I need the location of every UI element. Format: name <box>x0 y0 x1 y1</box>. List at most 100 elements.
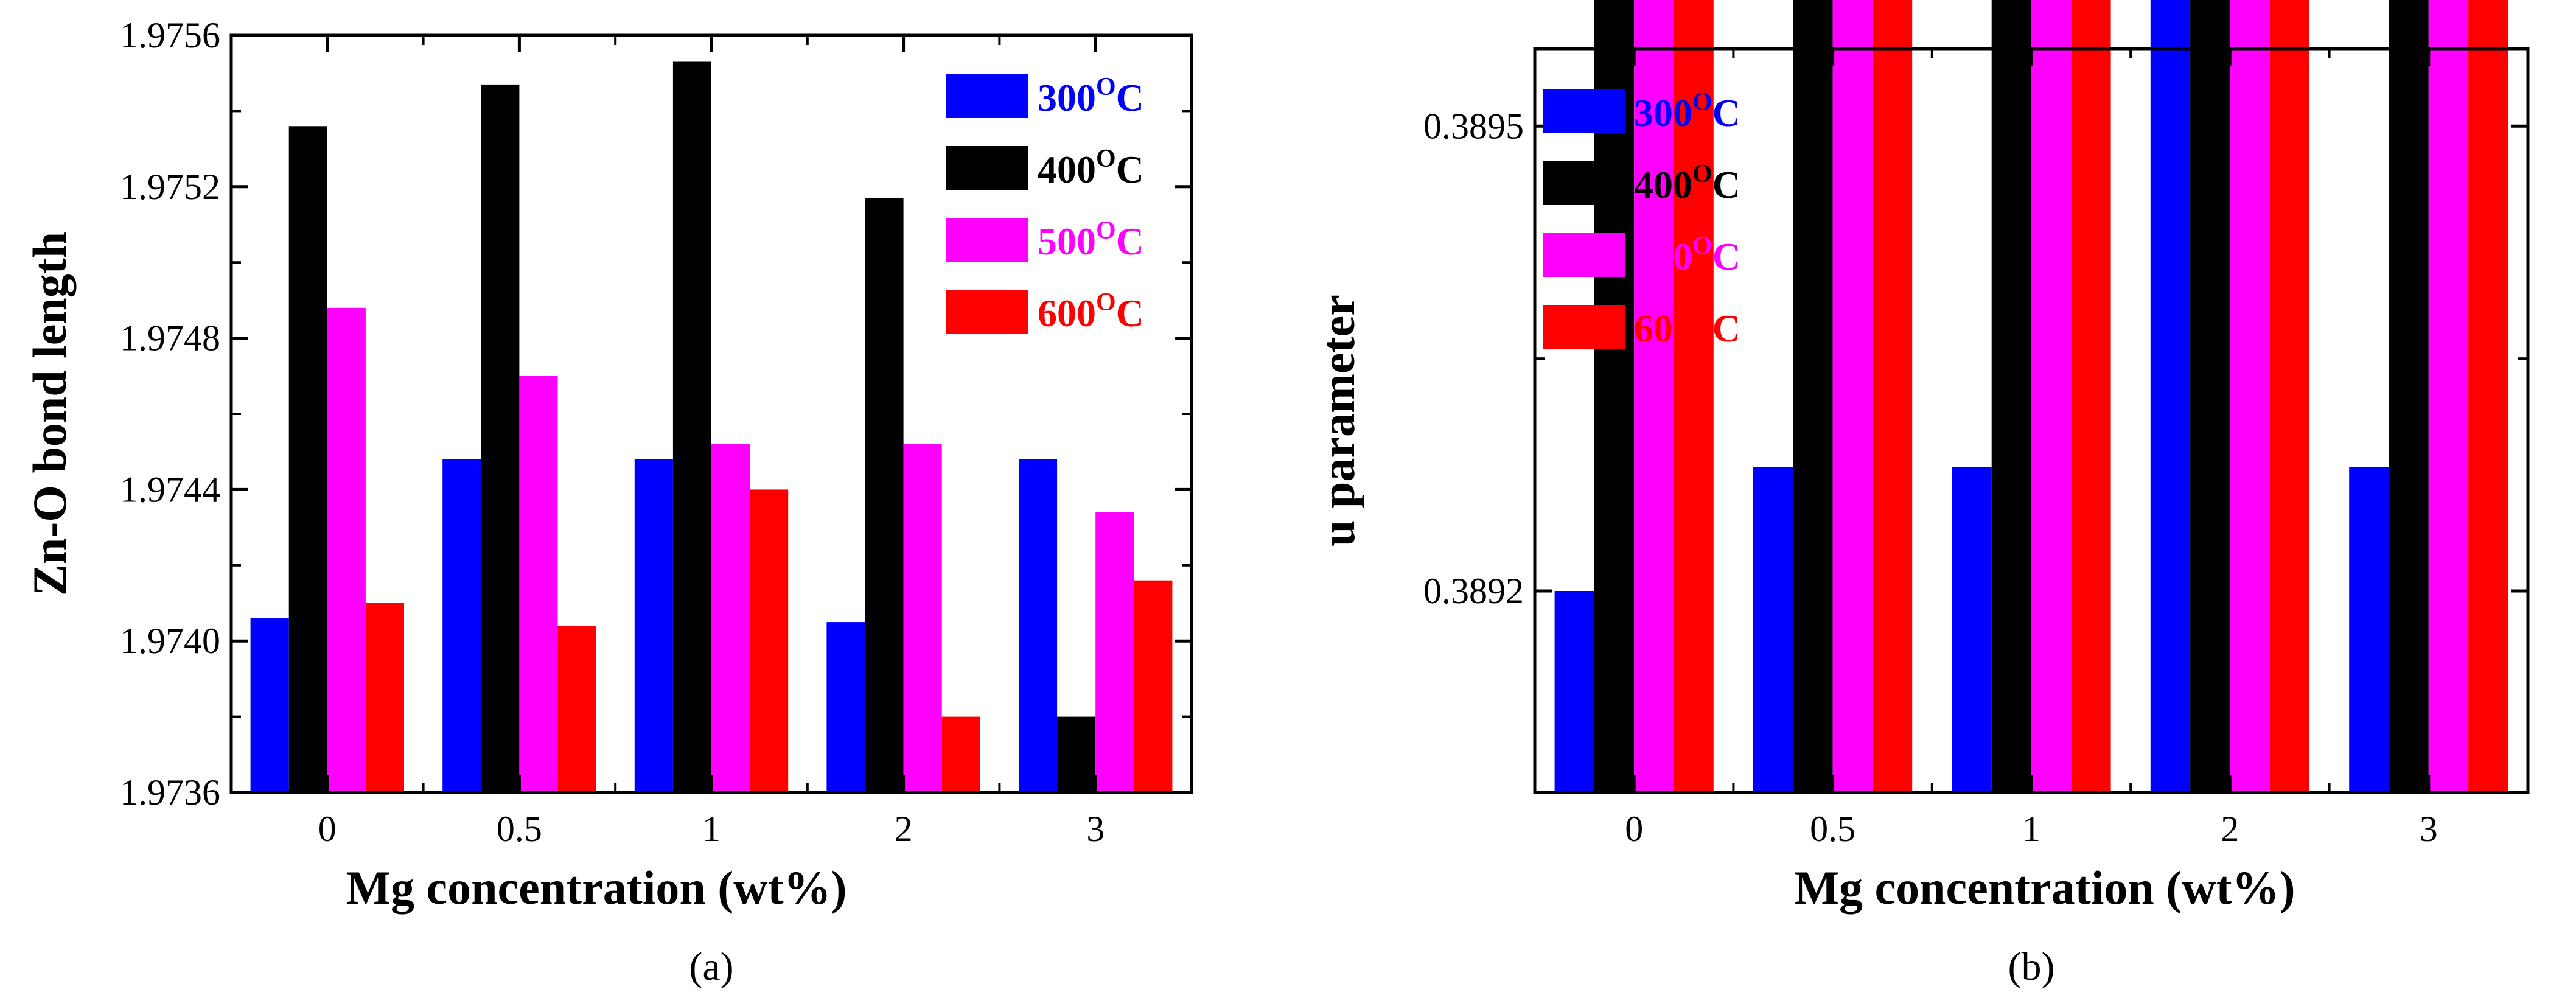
bar-500C-1 <box>2031 0 2072 792</box>
legend-temp: 500 <box>1038 220 1096 263</box>
bar-500C-0_5 <box>519 376 558 792</box>
legend-degree-sup: O <box>1692 160 1712 188</box>
bar-600C-1 <box>2071 0 2111 792</box>
legend-unit: C <box>1116 148 1144 191</box>
chart-panel-b: 0.38920.38950.38980.38010.38040.38070.38… <box>1311 0 2530 989</box>
bar-300C-0 <box>250 618 289 792</box>
bar-300C-0_5 <box>1753 467 1793 792</box>
x-tick-label: 3 <box>1086 809 1105 849</box>
legend-swatch-400C <box>946 146 1028 190</box>
bar-500C-0_5 <box>1832 0 1873 792</box>
legend-temp: 600 <box>1038 292 1096 335</box>
legend-unit: C <box>1116 76 1144 119</box>
legend-degree-sup: O <box>1692 304 1712 332</box>
panel-label: (a) <box>689 945 733 989</box>
x-tick-label: 2 <box>2221 809 2239 849</box>
x-tick-label: 0 <box>318 809 337 849</box>
bar-500C-0 <box>1634 0 1674 792</box>
x-tick-label: 2 <box>895 809 913 849</box>
bar-300C-1 <box>1952 467 1992 792</box>
bar-300C-3 <box>1019 459 1058 792</box>
bar-500C-2 <box>2230 0 2270 792</box>
legend-label-400C: 400OC <box>1634 160 1740 206</box>
bar-300C-0 <box>1554 591 1594 792</box>
bar-600C-1 <box>750 489 789 792</box>
legend-degree-sup: O <box>1096 145 1116 173</box>
bar-500C-2 <box>903 444 942 792</box>
bar-600C-0_5 <box>1872 0 1913 792</box>
bar-600C-3 <box>1134 580 1173 792</box>
bar-600C-0 <box>1674 0 1714 792</box>
bar-500C-0 <box>327 307 366 792</box>
y-tick-label: 1.9748 <box>120 318 220 358</box>
x-tick-label: 1 <box>2022 809 2040 849</box>
legend-temp: 300 <box>1038 76 1096 119</box>
x-tick-label: 1 <box>702 809 721 849</box>
legend-swatch-600C <box>946 290 1028 334</box>
legend-swatch-500C <box>946 218 1028 262</box>
bar-600C-3 <box>2468 0 2508 792</box>
legend-unit: C <box>1712 163 1740 206</box>
legend-label-600C: 600OC <box>1038 288 1144 335</box>
bar-400C-1 <box>672 61 711 792</box>
y-tick-label: 1.9736 <box>120 772 220 812</box>
legend-unit: C <box>1712 91 1740 134</box>
legend-degree-sup: O <box>1692 88 1712 116</box>
legend-swatch-600C <box>1543 305 1625 349</box>
bar-300C-0_5 <box>442 459 481 792</box>
legend-label-300C: 300OC <box>1038 73 1144 119</box>
y-axis-title: Zn-O bond length <box>23 232 76 596</box>
y-tick-label: 0.3892 <box>1423 571 1524 611</box>
bar-300C-3 <box>2349 467 2389 792</box>
legend-unit: C <box>1116 292 1144 335</box>
bar-600C-0 <box>365 603 404 792</box>
bar-500C-1 <box>711 444 750 792</box>
x-axis-title: Mg concentration (wt%) <box>346 861 846 914</box>
bar-600C-0_5 <box>557 626 596 792</box>
legend-temp: 600 <box>1634 307 1692 350</box>
x-tick-label: 0.5 <box>497 809 542 849</box>
legend-swatch-300C <box>1543 89 1625 133</box>
x-tick-label: 0 <box>1625 809 1643 849</box>
legend-label-400C: 400OC <box>1038 145 1144 191</box>
bar-300C-2 <box>2150 0 2191 793</box>
legend-label-300C: 300OC <box>1634 88 1740 134</box>
legend-label-600C: 600OC <box>1634 304 1740 350</box>
legend-degree-sup: O <box>1096 288 1116 316</box>
bar-600C-2 <box>941 716 980 792</box>
bar-400C-0_5 <box>481 84 520 792</box>
legend-temp: 400 <box>1634 163 1692 206</box>
y-tick-label: 1.9744 <box>120 469 220 509</box>
bar-500C-3 <box>2428 0 2469 792</box>
y-axis-title: u parameter <box>1311 295 1364 547</box>
legend-unit: C <box>1116 220 1144 263</box>
legend-label-500C: 500OC <box>1038 217 1144 263</box>
bar-300C-2 <box>826 622 865 792</box>
y-tick-label: 0.3895 <box>1423 106 1524 146</box>
bar-300C-1 <box>634 459 673 792</box>
bar-500C-3 <box>1095 512 1134 792</box>
legend-temp: 400 <box>1038 148 1096 191</box>
legend-unit: C <box>1712 235 1740 278</box>
bar-600C-2 <box>2269 0 2309 793</box>
legend-degree-sup: O <box>1692 232 1712 260</box>
legend-temp: 500 <box>1634 235 1692 278</box>
bar-400C-3 <box>1057 716 1096 792</box>
bar-400C-2 <box>865 198 904 792</box>
legend-swatch-400C <box>1543 161 1625 205</box>
x-axis-title: Mg concentration (wt%) <box>1794 861 2295 914</box>
bar-400C-0_5 <box>1793 0 1833 793</box>
legend-swatch-300C <box>946 74 1028 118</box>
legend-label-500C: 500OC <box>1634 232 1740 278</box>
legend-degree-sup: O <box>1096 217 1116 245</box>
legend-swatch-500C <box>1543 233 1625 277</box>
x-tick-label: 3 <box>2420 809 2438 849</box>
y-tick-label: 1.9756 <box>120 15 220 55</box>
legend-unit: C <box>1712 307 1740 350</box>
y-tick-label: 1.9740 <box>120 621 220 661</box>
bar-400C-0 <box>288 126 327 792</box>
x-tick-label: 0.5 <box>1810 809 1855 849</box>
